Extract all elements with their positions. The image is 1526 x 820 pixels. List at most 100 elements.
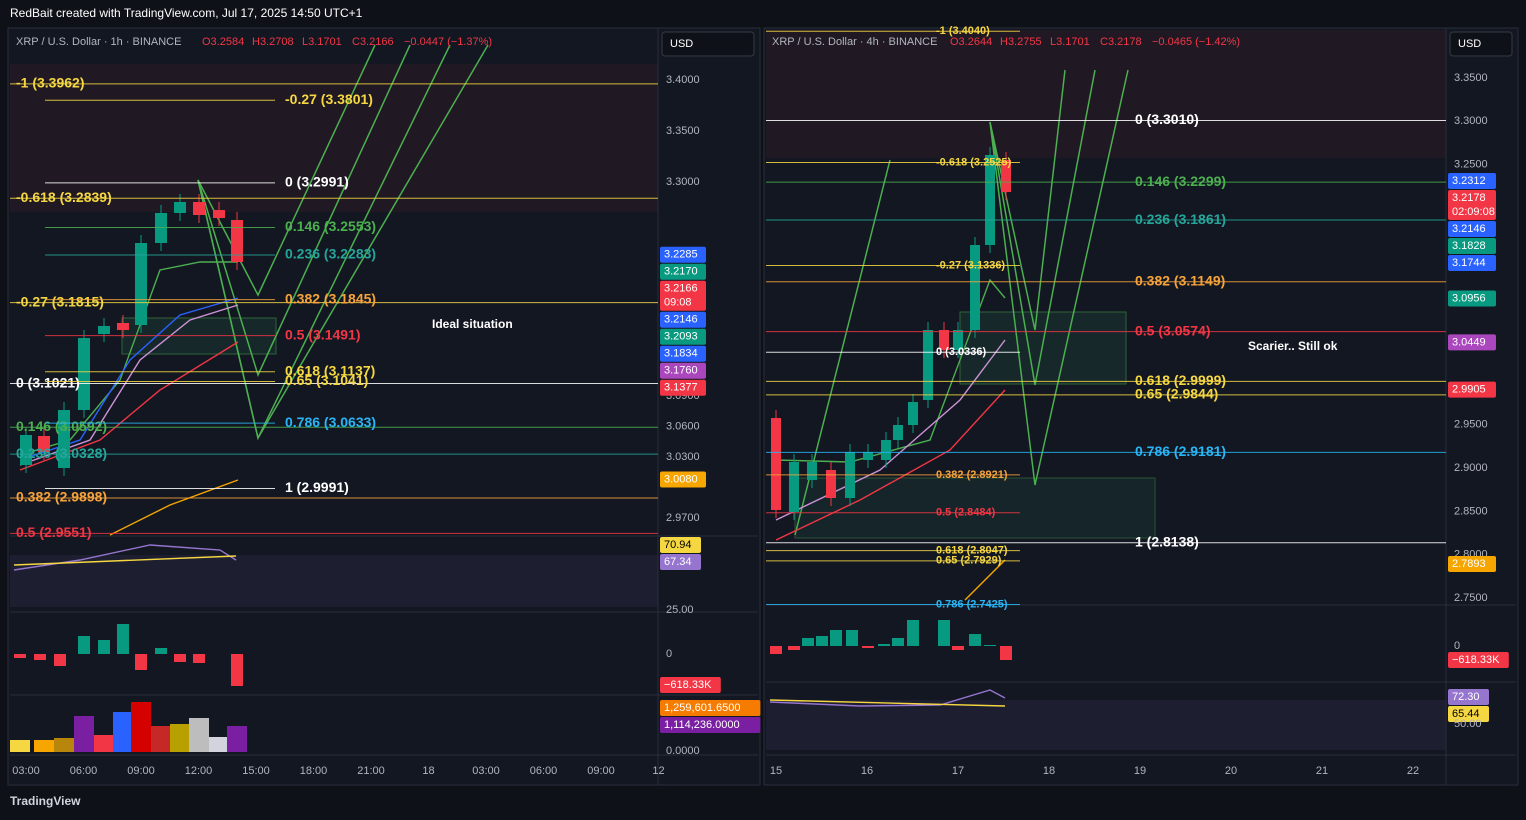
volume-bar	[54, 738, 74, 752]
price-badge-label: 3.1828	[1452, 240, 1486, 252]
candle	[970, 245, 980, 330]
zone	[10, 64, 658, 212]
rsi-band	[766, 700, 1446, 750]
price-badge	[660, 471, 706, 488]
volume-bar	[113, 712, 133, 752]
price-badge-label: 3.1834	[664, 348, 698, 360]
fib-label: 0.236 (3.0328)	[16, 445, 107, 461]
fib-label: 0 (3.3010)	[1135, 111, 1199, 127]
histogram-bar	[135, 654, 147, 670]
zone	[766, 30, 1446, 158]
time-label: 12:00	[185, 765, 213, 777]
price-badge-label: 3.0956	[1452, 292, 1486, 304]
time-label: 21	[1316, 765, 1328, 777]
volume-bar	[170, 724, 190, 752]
price-badge	[1448, 381, 1496, 398]
price-badge-label: 3.0449	[1452, 336, 1486, 348]
indicator-badge-label: 65.44	[1452, 708, 1480, 720]
candle	[789, 462, 799, 512]
indicator-badge-label: 70.94	[664, 539, 692, 551]
fib-label: 0.786 (2.9181)	[1135, 443, 1226, 459]
change: −0.0447 (−1.37%)	[404, 36, 492, 48]
pane-axis-label: 0.0000	[666, 745, 700, 757]
ohlc-value: C3.2166	[352, 36, 394, 48]
volume-bar	[131, 702, 151, 752]
time-label: 22	[1407, 765, 1419, 777]
fib-label: 0 (3.1021)	[16, 374, 80, 390]
ohlc-value: O3.2584	[202, 36, 244, 48]
candle	[174, 202, 186, 213]
fib-label: -1 (3.4040)	[936, 25, 990, 37]
histogram-bar	[54, 654, 66, 666]
price-tick: 3.0600	[666, 420, 700, 432]
histogram-bar	[984, 645, 996, 646]
rsi-band	[10, 555, 658, 607]
price-badge	[1448, 254, 1496, 271]
fib-label: 0.618 (2.8047)	[936, 545, 1008, 557]
volume-bar	[74, 716, 94, 752]
price-badge-label: 3.2285	[664, 249, 698, 261]
time-label: 15:00	[242, 765, 270, 777]
candle	[953, 330, 963, 350]
indicator-badge-label: −618.33K	[664, 679, 712, 691]
histogram-bar	[862, 646, 874, 648]
price-badge	[660, 263, 706, 280]
ohlc-value: O3.2644	[950, 36, 992, 48]
indicator-badge	[660, 700, 761, 716]
histogram-bar	[770, 646, 782, 654]
fib-label: -0.27 (3.3801)	[285, 91, 373, 107]
price-tick: 3.3000	[1454, 115, 1488, 127]
time-label: 03:00	[12, 765, 40, 777]
price-badge	[660, 345, 706, 362]
fib-label: 0.5 (3.1491)	[285, 326, 361, 342]
price-tick: 2.9000	[1454, 462, 1488, 474]
fib-label: 0.618 (2.9999)	[1135, 372, 1226, 388]
price-tick: 2.9700	[666, 512, 700, 524]
histogram-bar	[816, 636, 828, 646]
fib-label: 0.382 (2.8921)	[936, 469, 1008, 481]
histogram-bar	[78, 636, 90, 654]
fib-label: 1 (2.9991)	[285, 479, 349, 495]
candle	[78, 338, 90, 410]
price-badge-label: 3.1377	[664, 382, 698, 394]
fib-label: 0.786 (2.7425)	[936, 598, 1008, 610]
histogram-bar	[14, 654, 26, 658]
histogram-bar	[846, 630, 858, 646]
candle	[98, 326, 110, 334]
time-label: 16	[861, 765, 873, 777]
ohlc-value: H3.2708	[252, 36, 294, 48]
pane-axis-label: 0	[666, 648, 672, 660]
price-tick: 3.3500	[666, 125, 700, 137]
ma	[775, 278, 1006, 463]
price-badge	[660, 328, 706, 345]
fib-label: 0.382 (2.9898)	[16, 489, 107, 505]
fib-label: 0.65 (3.1041)	[285, 372, 368, 388]
time-label: 09:00	[587, 765, 615, 777]
countdown: 09:08	[664, 297, 692, 309]
arrow	[197, 44, 411, 378]
price-badge	[660, 311, 706, 328]
histogram-bar	[802, 638, 814, 646]
box	[959, 311, 1127, 385]
price-tick: 2.8500	[1454, 505, 1488, 517]
histogram-bar	[907, 620, 919, 646]
price-tick: 3.3500	[1454, 72, 1488, 84]
histogram-bar	[830, 630, 842, 646]
countdown: 02:09:08	[1452, 206, 1495, 218]
price-badge	[1448, 334, 1496, 351]
candle	[985, 155, 995, 245]
time-label: 20	[1225, 765, 1237, 777]
volume-bar	[189, 718, 209, 752]
histogram-bar	[174, 654, 186, 662]
price-badge-label: 3.2170	[664, 266, 698, 278]
candle	[908, 402, 918, 425]
price-badge-label: 3.1760	[664, 365, 698, 377]
price-tick: 3.2500	[1454, 159, 1488, 171]
histogram-bar	[1000, 646, 1012, 660]
fib-label: -0.27 (3.1336)	[936, 259, 1005, 271]
time-label: 06:00	[70, 765, 98, 777]
fib-label: -1 (3.3962)	[16, 75, 84, 91]
price-badge-label: 3.0080	[664, 473, 698, 485]
candle	[117, 323, 129, 330]
change: −0.0465 (−1.42%)	[1152, 36, 1240, 48]
